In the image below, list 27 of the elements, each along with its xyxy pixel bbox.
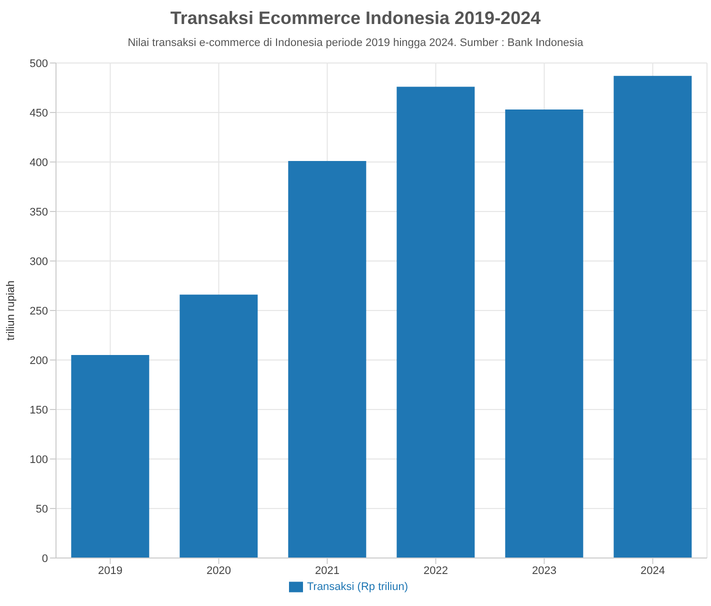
bar — [71, 355, 150, 558]
y-tick-label: 400 — [30, 156, 48, 169]
y-tick-label: 150 — [30, 404, 48, 416]
bar — [180, 294, 258, 558]
y-tick-label: 250 — [30, 305, 48, 318]
x-tick-label: 2021 — [315, 564, 340, 577]
y-tick-label: 350 — [30, 206, 48, 218]
y-tick-label: 500 — [30, 58, 48, 70]
x-tick-label: 2020 — [206, 564, 231, 577]
x-tick-label: 2023 — [532, 564, 556, 577]
chart-subtitle: Nilai transaksi e-commerce di Indonesia periode 2019 hingga 2024. Sumber : Bank Indonesia — [126, 37, 584, 49]
y-tick-label: 0 — [42, 552, 48, 565]
x-tick-label: 2024 — [640, 564, 665, 577]
bar — [505, 110, 584, 558]
chart-title: Transaksi Ecommerce Indonesia 2019-2024 — [169, 7, 542, 29]
bar — [396, 86, 475, 558]
bar — [288, 161, 366, 558]
y-tick-label: 50 — [36, 503, 48, 516]
y-tick-label: 100 — [30, 454, 48, 466]
x-tick-label: 2022 — [424, 564, 448, 577]
legend-label: Transaksi (Rp triliun) — [306, 580, 408, 593]
x-tick-label: 2019 — [98, 564, 122, 577]
bar — [614, 76, 692, 558]
y-axis-title: triliun rupiah — [4, 280, 17, 340]
y-tick-label: 450 — [30, 107, 48, 120]
y-tick-label: 200 — [30, 354, 48, 367]
y-tick-label: 300 — [30, 256, 48, 268]
